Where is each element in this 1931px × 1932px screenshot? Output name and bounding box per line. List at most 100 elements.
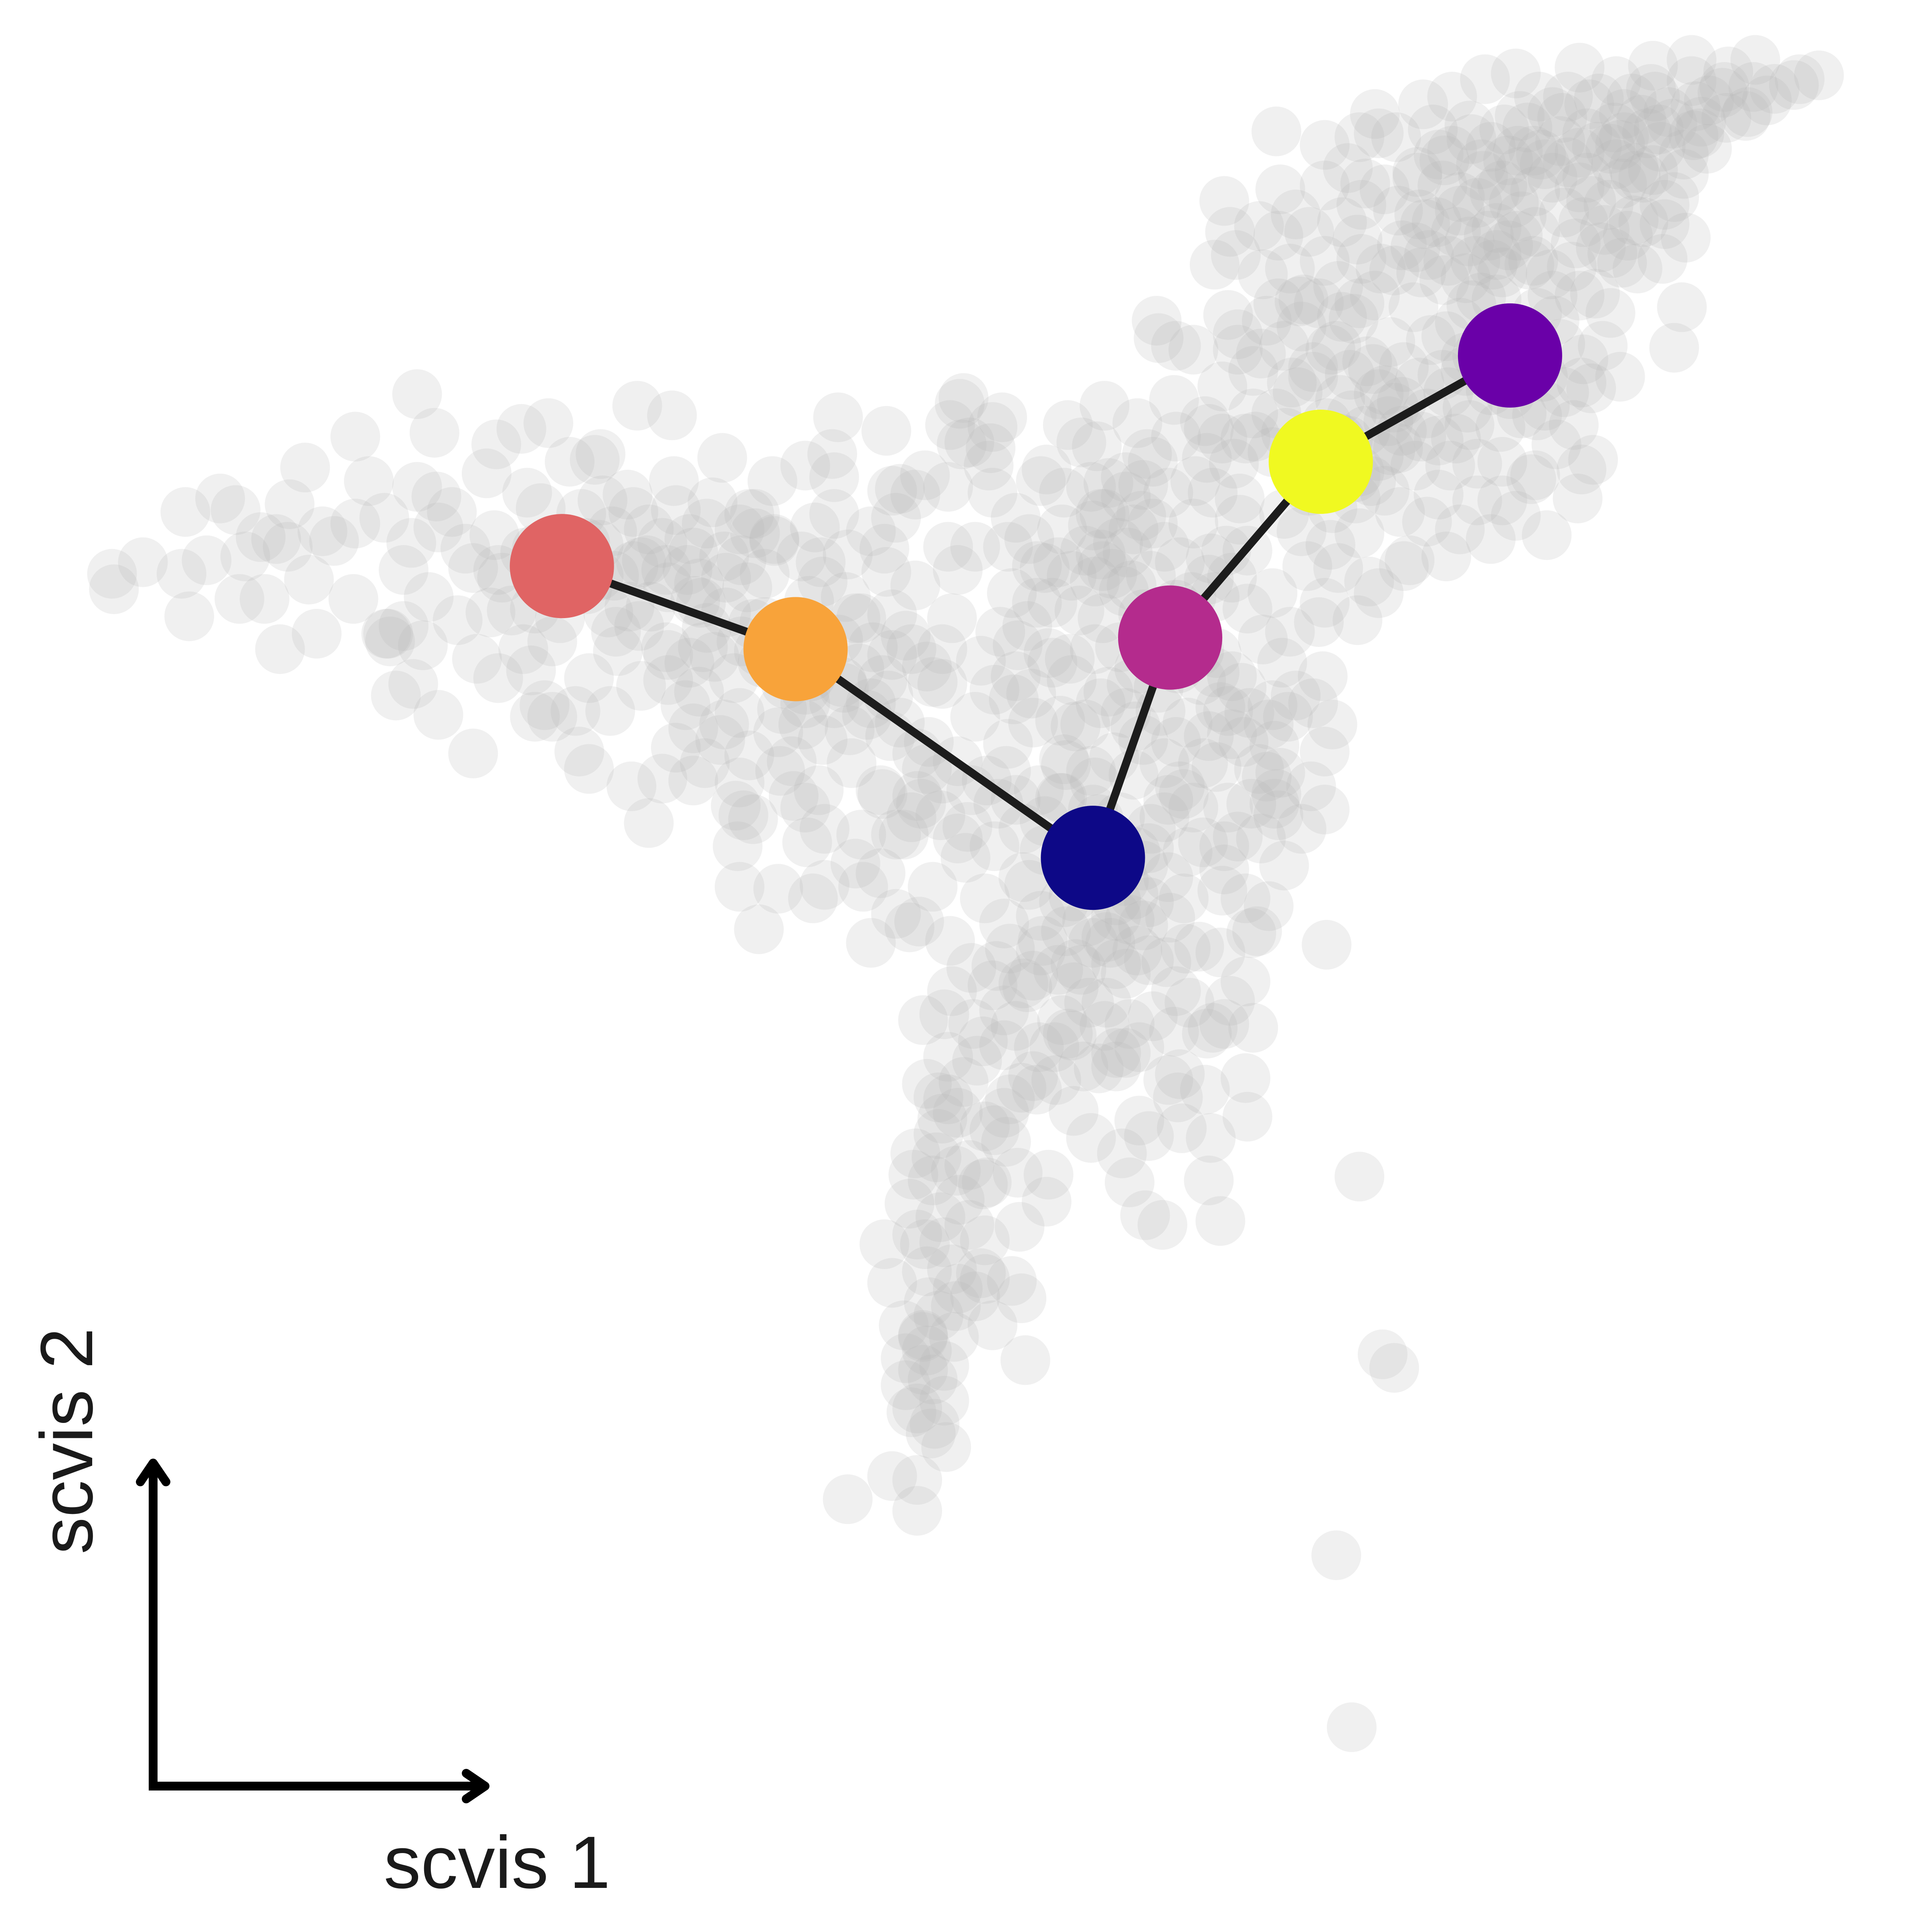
cell-point	[1184, 555, 1234, 604]
cell-point	[118, 537, 168, 587]
cell-point	[371, 671, 421, 721]
cell-point	[1018, 916, 1068, 966]
cell-point	[1238, 249, 1288, 299]
cell-point	[1657, 282, 1707, 332]
cell-point	[1066, 1113, 1116, 1163]
cell-point	[749, 516, 799, 566]
cell-point	[1450, 236, 1500, 286]
cell-point	[1307, 699, 1357, 750]
cell-point	[1510, 450, 1560, 500]
cell-point	[1294, 597, 1344, 647]
cell-point	[1203, 782, 1253, 833]
cell-point	[1104, 999, 1155, 1049]
cell-point	[855, 765, 906, 815]
cell-point	[1496, 191, 1547, 241]
cell-point	[981, 1117, 1031, 1167]
cell-point	[440, 523, 490, 574]
cell-point	[1151, 717, 1201, 767]
cell-point	[1047, 551, 1097, 601]
cell-point	[1417, 160, 1468, 210]
cell-point	[1265, 244, 1315, 293]
cell-point	[1168, 782, 1218, 833]
cell-point	[1300, 236, 1350, 286]
cell-point	[1159, 873, 1209, 924]
cell-point	[609, 487, 658, 537]
cell-point	[1701, 93, 1751, 143]
cell-point	[624, 504, 674, 554]
cell-point	[641, 622, 691, 672]
cell-point	[1557, 445, 1607, 495]
cell-point	[776, 532, 827, 582]
cell-point	[89, 564, 139, 614]
cell-point	[1039, 468, 1089, 518]
cell-point	[1128, 499, 1178, 549]
cell-point	[1328, 294, 1379, 344]
cell-point	[1101, 949, 1151, 999]
cell-point	[661, 680, 710, 730]
cell-point	[898, 1312, 948, 1362]
cell-point	[917, 659, 967, 709]
cell-point	[1228, 346, 1278, 396]
cell-point	[1609, 195, 1659, 245]
cell-point	[1775, 54, 1825, 104]
cell-point	[1020, 543, 1070, 593]
cell-point	[1527, 271, 1577, 321]
cell-point	[1294, 278, 1344, 328]
cell-point	[993, 1148, 1043, 1198]
cell-point	[921, 1422, 971, 1472]
cell-point	[392, 369, 442, 419]
cell-point	[1054, 586, 1104, 636]
cell-point	[1325, 350, 1375, 400]
cell-point	[1265, 607, 1315, 657]
cell-point	[859, 1219, 910, 1269]
cell-point	[1622, 108, 1672, 158]
cell-point	[1335, 1152, 1385, 1202]
cell-point	[714, 758, 764, 808]
cell-point	[1008, 1051, 1058, 1101]
cell-point	[359, 493, 409, 543]
cell-point	[908, 1156, 958, 1205]
cell-point	[871, 810, 921, 860]
cell-point	[946, 943, 996, 993]
cell-point	[1080, 1001, 1130, 1051]
cell-point	[1419, 135, 1470, 186]
cell-point	[413, 502, 463, 552]
cell-point	[1464, 211, 1514, 261]
cell-point	[912, 1132, 962, 1182]
cell-point	[904, 1277, 954, 1327]
cell-point	[651, 485, 701, 535]
cell-point	[361, 609, 411, 659]
cell-point	[1255, 164, 1305, 214]
cell-point	[1051, 701, 1101, 752]
cell-point	[1466, 514, 1516, 564]
cell-point	[836, 810, 886, 860]
cell-point	[1527, 153, 1577, 203]
cell-point	[1659, 149, 1709, 199]
cell-point	[1460, 54, 1510, 104]
cell-point	[1267, 358, 1317, 408]
cell-point	[1288, 352, 1338, 402]
cell-point	[713, 821, 763, 871]
cell-point	[697, 433, 747, 483]
cell-point	[1326, 1702, 1377, 1752]
cell-point	[668, 703, 718, 754]
cell-point	[1555, 127, 1605, 178]
cell-point	[1195, 1196, 1246, 1246]
cell-point	[1572, 122, 1622, 172]
cell-point	[1394, 190, 1444, 239]
cell-point	[888, 1150, 938, 1200]
cell-point	[1023, 628, 1074, 678]
milestone-m6	[1458, 303, 1562, 408]
cell-point	[730, 508, 780, 558]
cell-point	[1377, 406, 1427, 456]
cell-point	[363, 609, 413, 659]
cell-point	[1335, 278, 1385, 328]
cell-point	[1587, 228, 1638, 278]
cell-point	[156, 549, 206, 599]
cell-point	[1514, 72, 1564, 121]
cell-point	[979, 1020, 1029, 1070]
cell-point	[1174, 922, 1224, 972]
cell-point	[570, 435, 620, 485]
cell-point	[1441, 253, 1491, 303]
cell-point	[284, 555, 334, 604]
